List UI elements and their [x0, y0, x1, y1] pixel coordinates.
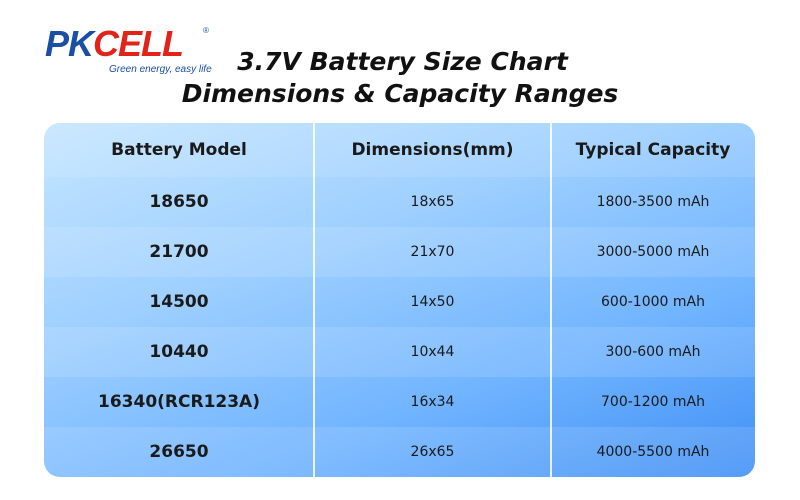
brand-name-part1: PK — [45, 23, 94, 64]
cell-capacity: 700-1200 mAh — [601, 394, 705, 410]
title-line-2: Dimensions & Capacity Ranges — [181, 79, 619, 108]
header-battery-model: Battery Model — [111, 140, 247, 160]
cell-capacity: 3000-5000 mAh — [596, 244, 710, 260]
cell-dimensions: 18x65 — [410, 194, 455, 210]
brand-logo: PKCELL ® Green energy, easy life — [45, 22, 215, 78]
registered-mark-icon: ® — [203, 26, 209, 35]
cell-dimensions: 16x34 — [410, 394, 455, 410]
cell-model: 16340(RCR123A) — [98, 392, 260, 412]
cell-capacity: 1800-3500 mAh — [596, 194, 710, 210]
column-divider — [313, 123, 315, 477]
brand-tagline: Green energy, easy life — [109, 64, 212, 75]
brand-wordmark: PKCELL — [45, 23, 184, 64]
cell-model: 10440 — [149, 342, 209, 362]
chart-title: 3.7V Battery Size Chart Dimensions & Cap… — [0, 46, 800, 110]
table-row: 21700 21x70 3000-5000 mAh — [44, 227, 755, 277]
cell-model: 21700 — [149, 242, 209, 262]
table-row: 10440 10x44 300-600 mAh — [44, 327, 755, 377]
table-header-row: Battery Model Dimensions(mm) Typical Cap… — [44, 123, 755, 177]
header-typical-capacity: Typical Capacity — [575, 140, 731, 160]
title-line-1: 3.7V Battery Size Chart — [237, 47, 568, 76]
table-row: 16340(RCR123A) 16x34 700-1200 mAh — [44, 377, 755, 427]
cell-dimensions: 21x70 — [410, 244, 455, 260]
cell-model: 18650 — [149, 192, 209, 212]
cell-capacity: 600-1000 mAh — [601, 294, 705, 310]
battery-size-table: Battery Model Dimensions(mm) Typical Cap… — [44, 123, 755, 477]
header-dimensions: Dimensions(mm) — [351, 140, 514, 160]
cell-dimensions: 26x65 — [410, 444, 455, 460]
cell-dimensions: 10x44 — [410, 344, 455, 360]
cell-model: 14500 — [149, 292, 209, 312]
table-row: 26650 26x65 4000-5500 mAh — [44, 427, 755, 477]
column-divider — [550, 123, 552, 477]
cell-capacity: 300-600 mAh — [605, 344, 701, 360]
cell-capacity: 4000-5500 mAh — [596, 444, 710, 460]
table-row: 14500 14x50 600-1000 mAh — [44, 277, 755, 327]
table-row: 18650 18x65 1800-3500 mAh — [44, 177, 755, 227]
cell-dimensions: 14x50 — [410, 294, 455, 310]
brand-name-part2: CELL — [93, 23, 184, 64]
cell-model: 26650 — [149, 442, 209, 462]
